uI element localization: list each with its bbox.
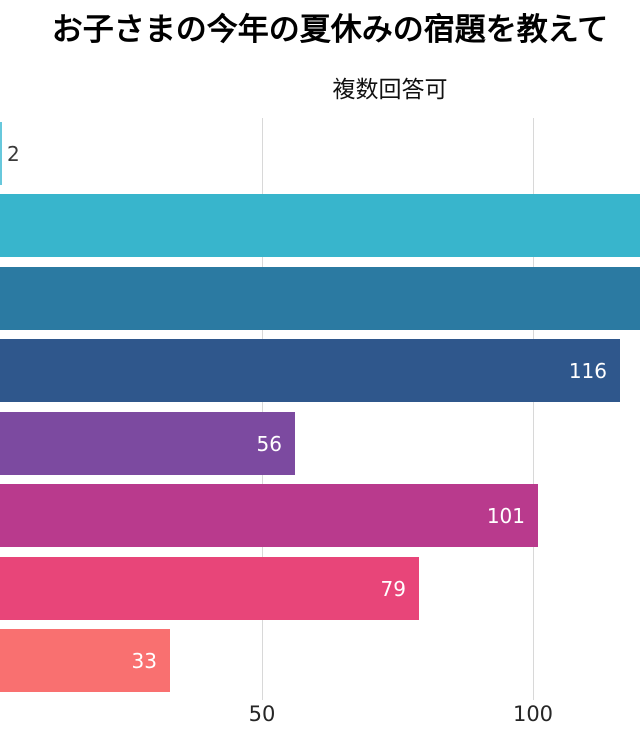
bar-value-label: 79 (380, 576, 406, 601)
bar-row-7: 33 (0, 629, 170, 692)
bar-value-label: 2 (7, 141, 20, 166)
bar-value-label: 33 (131, 648, 157, 673)
bar-row-4: 56 (0, 412, 295, 475)
gridline-100 (533, 118, 534, 700)
chart-subtitle: 複数回答可 (332, 77, 448, 103)
bar-row-0: 2 (0, 122, 20, 185)
bar-value-label: 116 (568, 358, 607, 383)
bar-row-6: 79 (0, 557, 419, 620)
bar-row-5: 101 (0, 484, 538, 547)
plot-area: 2 116 56 101 79 33 (0, 118, 640, 700)
bar-row-1 (0, 194, 640, 257)
bar-value-label: 56 (256, 431, 282, 456)
x-tick-label-50: 50 (248, 702, 276, 726)
gridline-50 (262, 118, 263, 700)
chart-title: お子さまの今年の夏休みの宿題を教えて (51, 12, 609, 48)
bar-row-3: 116 (0, 339, 620, 402)
bar-value-label: 101 (486, 503, 525, 528)
x-tick-label-100: 100 (512, 702, 554, 726)
bar-row-2 (0, 267, 640, 330)
x-axis: 50 100 (0, 702, 640, 734)
